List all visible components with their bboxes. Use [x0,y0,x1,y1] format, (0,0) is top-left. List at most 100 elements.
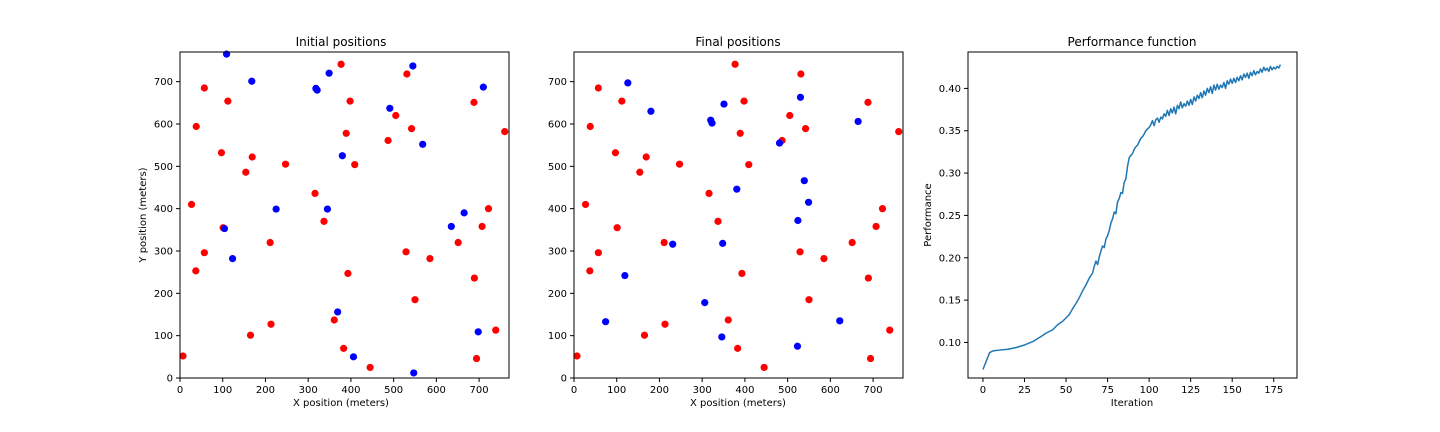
scatter-point-red [411,296,418,303]
y-tick-label: 400 [154,204,173,215]
scatter-point-blue [708,120,715,127]
scatter-point-red [188,201,195,208]
scatter-point-red [731,61,738,68]
scatter-point-red [224,98,231,105]
scatter-point-blue [314,87,321,94]
x-tick-label: 100 [213,385,232,396]
scatter-point-blue [720,100,727,107]
scatter-point-blue [334,308,341,315]
scatter-point-red [192,267,199,274]
scatter-point-blue [419,141,426,148]
scatter-point-red [886,327,893,334]
scatter-point-red [618,98,625,105]
scatter-point-red [193,123,200,130]
scatter-point-red [661,321,668,328]
x-tick-label: 700 [470,385,489,396]
scatter-point-red [738,270,745,277]
scatter-point-red [805,296,812,303]
y-tick-label: 700 [548,77,567,88]
panel-1-title: Initial positions [296,35,387,49]
scatter-point-red [745,161,752,168]
scatter-point-red [872,223,879,230]
x-tick-label: 400 [341,385,360,396]
scatter-point-blue [409,62,416,69]
y-tick-label: 0.30 [939,169,961,180]
scatter-point-red [865,274,872,281]
scatter-point-blue [350,353,357,360]
scatter-point-red [267,321,274,328]
scatter-point-blue [776,139,783,146]
panel-2-title: Final positions [695,35,780,49]
y-tick-label: 0.15 [939,296,961,307]
y-tick-label: 100 [154,331,173,342]
y-tick-label: 500 [548,162,567,173]
scatter-point-blue [229,255,236,262]
scatter-point-red [470,99,477,106]
scatter-point-red [473,355,480,362]
scatter-point-red [661,239,668,246]
scatter-point-red [340,345,347,352]
panel-1-y-axis-label: Y position (meters) [138,167,149,263]
scatter-point-blue [669,241,676,248]
y-tick-label: 0.10 [939,338,961,349]
scatter-point-red [725,316,732,323]
x-tick-label: 75 [1101,385,1114,396]
scatter-point-blue [855,118,862,125]
scatter-point-red [867,355,874,362]
x-tick-label: 0 [177,385,183,396]
x-tick-label: 700 [864,385,883,396]
x-tick-label: 50 [1060,385,1073,396]
scatter-point-blue [801,177,808,184]
scatter-point-red [802,125,809,132]
y-tick-label: 200 [154,289,173,300]
x-tick-label: 100 [607,385,626,396]
y-tick-label: 500 [154,162,173,173]
scatter-point-red [242,169,249,176]
scatter-point-blue [621,272,628,279]
y-tick-label: 0 [561,374,567,385]
x-tick-label: 25 [1018,385,1031,396]
scatter-point-red [786,112,793,119]
x-tick-label: 200 [650,385,669,396]
scatter-point-red [426,255,433,262]
x-tick-label: 300 [693,385,712,396]
y-tick-label: 0.20 [939,253,961,264]
scatter-point-red [737,130,744,137]
scatter-point-blue [410,369,417,376]
scatter-point-red [705,190,712,197]
scatter-point-blue [386,105,393,112]
scatter-point-red [895,128,902,135]
scatter-point-blue [461,209,468,216]
scatter-point-red [346,98,353,105]
y-tick-label: 0 [167,374,173,385]
scatter-point-blue [326,70,333,77]
y-tick-label: 700 [154,77,173,88]
x-tick-label: 100 [1140,385,1159,396]
scatter-point-red [641,332,648,339]
scatter-point-red [582,201,589,208]
scatter-point-red [492,327,499,334]
scatter-point-red [320,218,327,225]
scatter-point-red [247,332,254,339]
scatter-point-red [864,99,871,106]
scatter-point-blue [647,108,654,115]
scatter-point-red [595,249,602,256]
scatter-point-red [636,169,643,176]
panel-3-title: Performance function [1068,35,1197,49]
scatter-point-red [351,161,358,168]
scatter-point-red [471,274,478,281]
scatter-point-red [478,223,485,230]
scatter-point-red [367,364,374,371]
scatter-point-blue [273,205,280,212]
scatter-point-blue [324,205,331,212]
y-tick-label: 0.40 [939,84,961,95]
x-tick-label: 125 [1181,385,1200,396]
scatter-point-red [337,61,344,68]
y-tick-label: 300 [548,246,567,257]
scatter-point-blue [719,240,726,247]
scatter-point-blue [794,343,801,350]
panel-2-x-axis-label: X position (meters) [690,398,786,409]
y-tick-label: 200 [548,289,567,300]
